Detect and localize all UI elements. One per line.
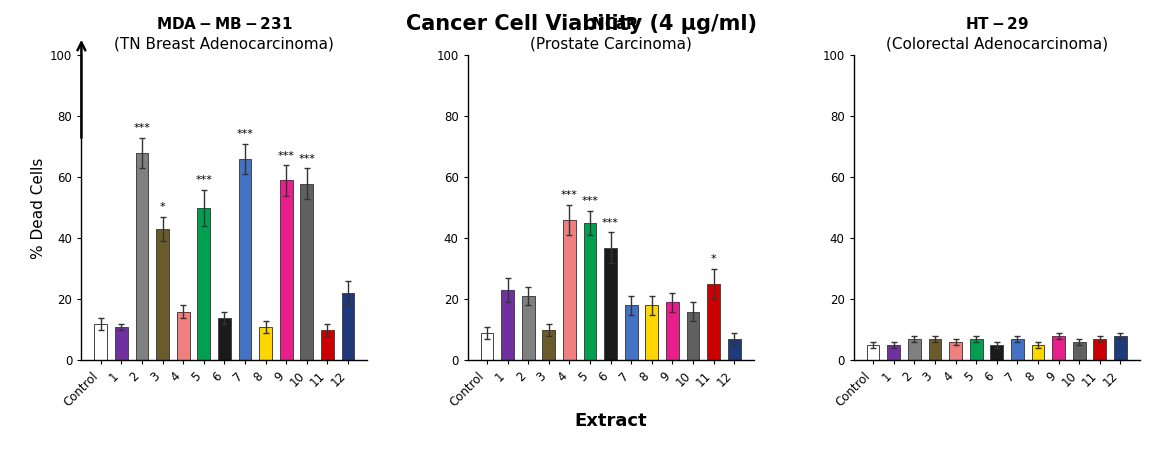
Bar	[94, 324, 107, 360]
Text: ***: ***	[278, 151, 294, 161]
Bar	[342, 293, 355, 360]
Bar	[259, 327, 272, 360]
Bar	[115, 327, 128, 360]
Text: ***: ***	[561, 190, 578, 201]
Bar	[1053, 336, 1065, 360]
Bar	[686, 311, 699, 360]
Bar	[280, 181, 293, 360]
Bar	[522, 296, 535, 360]
Bar	[480, 333, 493, 360]
Bar	[625, 305, 637, 360]
Bar	[1114, 336, 1127, 360]
Bar	[866, 345, 879, 360]
Bar	[1032, 345, 1044, 360]
Text: ***: ***	[195, 175, 213, 185]
Bar	[563, 220, 576, 360]
Bar	[217, 318, 230, 360]
Text: *: *	[159, 202, 165, 213]
Bar	[707, 284, 720, 360]
Text: ***: ***	[236, 129, 254, 140]
Bar	[605, 248, 616, 360]
Bar	[177, 311, 190, 360]
Bar	[300, 183, 313, 360]
Bar	[1093, 339, 1106, 360]
Text: ***: ***	[602, 218, 619, 228]
Bar	[156, 229, 169, 360]
Y-axis label: % Dead Cells: % Dead Cells	[31, 157, 47, 259]
Bar	[887, 345, 900, 360]
Text: ***: ***	[582, 196, 599, 207]
Bar	[542, 330, 555, 360]
Bar	[321, 330, 334, 360]
Text: *: *	[711, 254, 716, 264]
Bar	[645, 305, 658, 360]
Title: $\bf{LNCaP}$
(Prostate Carcinoma): $\bf{LNCaP}$ (Prostate Carcinoma)	[529, 16, 692, 51]
Title: $\bf{MDA-MB-231}$
(TN Breast Adenocarcinoma): $\bf{MDA-MB-231}$ (TN Breast Adenocarcin…	[114, 16, 335, 51]
Bar	[198, 208, 211, 360]
Bar	[949, 342, 962, 360]
Bar	[1072, 342, 1085, 360]
Bar	[501, 290, 514, 360]
Text: Cancer Cell Viability (4 μg/ml): Cancer Cell Viability (4 μg/ml)	[406, 14, 757, 34]
Bar	[666, 303, 679, 360]
Bar	[928, 339, 941, 360]
Bar	[136, 153, 149, 360]
Bar	[584, 223, 597, 360]
Bar	[908, 339, 921, 360]
Text: ***: ***	[134, 123, 150, 133]
X-axis label: Extract: Extract	[575, 412, 647, 430]
Bar	[1011, 339, 1023, 360]
Text: ***: ***	[299, 154, 315, 164]
Bar	[728, 339, 741, 360]
Title: $\bf{HT-29}$
(Colorectal Adenocarcinoma): $\bf{HT-29}$ (Colorectal Adenocarcinoma)	[886, 16, 1108, 51]
Bar	[238, 159, 251, 360]
Bar	[991, 345, 1004, 360]
Bar	[970, 339, 983, 360]
